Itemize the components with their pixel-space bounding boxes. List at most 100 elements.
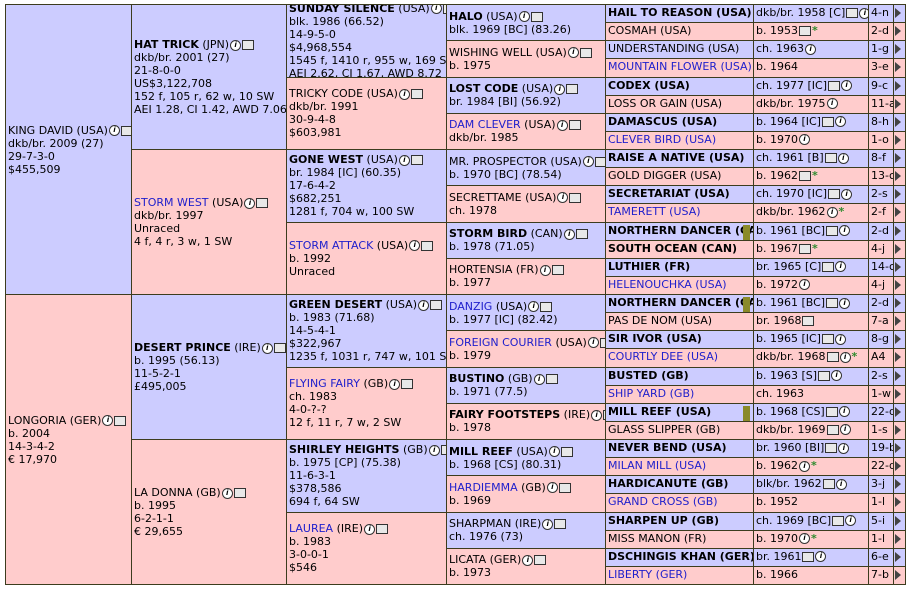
expand-cell[interactable] [893,439,906,459]
horse-name[interactable]: MILAN MILL (USA) [608,459,707,473]
info-icon[interactable]: i [539,264,551,276]
expand-cell[interactable] [893,112,906,132]
info-icon[interactable]: i [244,197,256,209]
horse-name[interactable]: HALO [449,9,483,23]
envelope-icon[interactable] [822,479,835,490]
envelope-icon[interactable] [273,343,286,353]
expand-arrow-icon[interactable] [895,116,901,127]
horse-name[interactable]: MR. PROSPECTOR [449,154,547,168]
expand-arrow-icon[interactable] [895,569,901,580]
info-icon[interactable]: i [587,337,599,349]
horse-name[interactable]: MOUNTAIN FLOWER (USA) [608,60,752,74]
horse-name[interactable]: GOLD DIGGER (USA) [608,169,722,183]
horse-name[interactable]: GREEN DESERT [289,298,383,312]
envelope-icon[interactable] [568,120,581,131]
info-icon[interactable]: i [841,80,853,91]
info-icon[interactable]: i [428,444,440,456]
expand-cell[interactable] [893,185,906,205]
envelope-icon[interactable] [256,198,269,208]
horse-name[interactable]: HELENOUCHKA (USA) [608,277,727,291]
expand-cell[interactable] [893,511,906,531]
envelope-icon[interactable] [798,171,811,182]
envelope-icon[interactable] [826,225,839,236]
expand-arrow-icon[interactable] [895,316,901,327]
envelope-icon[interactable] [821,116,834,127]
horse-name[interactable]: SECRETTAME [449,190,522,204]
info-icon[interactable]: i [556,119,568,131]
expand-arrow-icon[interactable] [895,80,901,91]
expand-arrow-icon[interactable] [895,298,901,308]
info-icon[interactable]: i [102,415,114,426]
expand-arrow-icon[interactable] [895,461,901,472]
envelope-icon[interactable] [832,515,845,526]
envelope-icon[interactable] [376,524,389,535]
info-icon[interactable]: i [837,152,849,164]
expand-cell[interactable] [893,167,906,187]
horse-name[interactable]: SHIRLEY HEIGHTS [289,443,400,457]
expand-arrow-icon[interactable] [895,44,901,55]
expand-cell[interactable] [893,94,906,114]
horse-name[interactable]: LAUREA [289,522,334,536]
envelope-icon[interactable] [410,89,423,100]
expand-arrow-icon[interactable] [895,153,901,163]
expand-cell[interactable] [893,76,906,96]
envelope-icon[interactable] [558,482,571,493]
expand-cell[interactable] [893,40,906,60]
info-icon[interactable]: i [831,370,843,381]
expand-cell[interactable] [893,149,906,169]
envelope-icon[interactable] [802,551,815,562]
expand-arrow-icon[interactable] [895,388,901,399]
expand-arrow-icon[interactable] [895,515,901,526]
horse-name[interactable]: TAMERETT (USA) [608,205,701,219]
expand-cell[interactable] [893,402,906,422]
info-icon[interactable]: i [838,406,850,418]
envelope-icon[interactable] [554,519,567,530]
expand-arrow-icon[interactable] [895,225,901,236]
horse-name[interactable]: LIBERTY (GER) [608,567,688,581]
envelope-icon[interactable] [824,153,837,163]
horse-name[interactable]: LUTHIER (FR) [608,259,691,273]
envelope-icon[interactable] [802,316,815,327]
horse-name[interactable]: LA DONNA [134,486,193,499]
info-icon[interactable]: i [230,39,242,51]
envelope-icon[interactable] [440,445,446,456]
info-icon[interactable]: i [839,351,851,363]
envelope-icon[interactable] [826,298,839,308]
envelope-icon[interactable] [826,352,839,363]
expand-cell[interactable] [893,203,906,223]
expand-arrow-icon[interactable] [895,243,901,254]
expand-arrow-icon[interactable] [895,334,901,345]
horse-name[interactable]: UNDERSTANDING (USA) [608,42,740,56]
info-icon[interactable]: i [108,125,120,136]
expand-arrow-icon[interactable] [895,8,901,18]
envelope-icon[interactable] [822,261,835,272]
expand-cell[interactable] [893,330,906,350]
info-icon[interactable]: i [826,206,838,218]
info-icon[interactable]: i [409,240,421,252]
expand-cell[interactable] [893,348,906,368]
envelope-icon[interactable] [579,47,592,58]
envelope-icon[interactable] [821,334,834,345]
horse-name[interactable]: WISHING WELL [449,45,532,59]
envelope-icon[interactable] [233,488,246,498]
horse-name[interactable]: DSCHINGIS KHAN (GER) [608,549,754,563]
envelope-icon[interactable] [410,155,423,166]
horse-name[interactable]: LOST CODE [449,82,519,96]
horse-name[interactable]: HAIL TO REASON (USA) [608,6,752,19]
info-icon[interactable]: i [835,478,847,490]
info-icon[interactable]: i [518,11,530,23]
info-icon[interactable]: i [261,342,273,354]
expand-cell[interactable] [893,529,906,549]
expand-cell[interactable] [893,294,906,314]
horse-name[interactable]: SOUTH OCEAN (CAN) [608,241,738,255]
envelope-icon[interactable] [540,301,553,312]
info-icon[interactable]: i [839,225,851,236]
expand-arrow-icon[interactable] [895,533,901,544]
envelope-icon[interactable] [530,11,543,22]
horse-name[interactable]: CLEVER BIRD (USA) [608,132,717,146]
envelope-icon[interactable] [826,424,839,435]
info-icon[interactable]: i [845,515,857,526]
horse-name[interactable]: STORM ATTACK [289,238,374,252]
info-icon[interactable]: i [798,134,810,146]
info-icon[interactable]: i [834,116,846,128]
